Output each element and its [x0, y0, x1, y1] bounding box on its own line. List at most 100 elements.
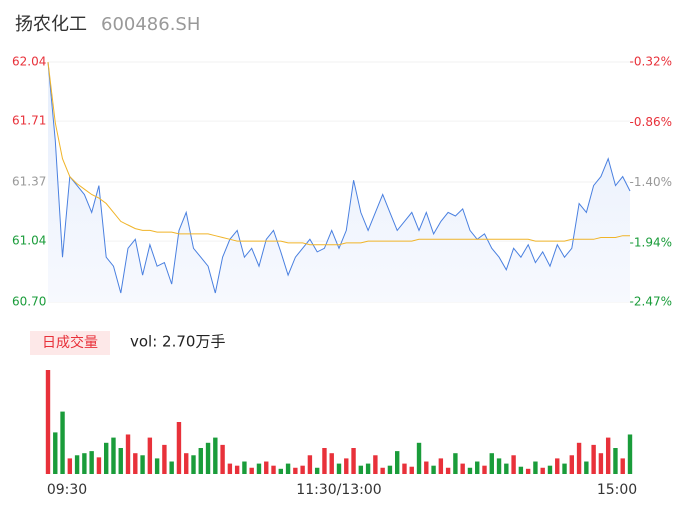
- volume-bar: [496, 458, 502, 474]
- volume-bar: [569, 455, 574, 474]
- volume-bar: [584, 461, 589, 474]
- volume-bar: [358, 465, 364, 474]
- volume-bar: [373, 455, 378, 474]
- volume-bar: [242, 461, 247, 474]
- x-tick-label: 09:30: [47, 482, 87, 498]
- price-area: [48, 62, 630, 302]
- volume-bar: [111, 437, 116, 474]
- y2-tick-label: -1.94%: [630, 235, 672, 249]
- volume-bar: [285, 463, 291, 474]
- volume-bar: [598, 453, 604, 474]
- volume-bar: [416, 442, 422, 474]
- volume-bar: [162, 444, 167, 474]
- volume-bar: [220, 444, 225, 474]
- volume-bar: [53, 432, 58, 474]
- volume-bar: [205, 442, 211, 474]
- volume-title: 日成交量: [42, 334, 98, 351]
- y-tick-label: 61.04: [12, 234, 46, 248]
- volume-bar: [533, 461, 538, 474]
- y-tick-label: 61.71: [12, 114, 46, 128]
- volume-bar: [89, 451, 94, 474]
- stock-code: 600486.SH: [101, 14, 200, 35]
- y2-tick-label: -1.40%: [630, 175, 672, 189]
- volume-bar: [424, 461, 429, 474]
- volume-bar: [96, 457, 102, 474]
- volume-bar: [314, 467, 320, 474]
- volume-bar: [365, 463, 371, 474]
- volume-bar: [264, 461, 269, 474]
- volume-bar: [198, 448, 203, 474]
- volume-bar: [133, 453, 138, 474]
- volume-bar: [540, 467, 545, 474]
- volume-bar: [118, 448, 123, 474]
- volume-bar: [322, 448, 327, 474]
- volume-bar: [227, 463, 233, 474]
- x-tick-label: 15:00: [597, 482, 637, 498]
- volume-bar: [278, 468, 283, 474]
- volume-bar: [627, 434, 633, 474]
- volume-bar: [387, 465, 393, 474]
- volume-bar: [45, 370, 51, 474]
- volume-bar: [504, 463, 509, 474]
- volume-bar: [191, 455, 196, 474]
- volume-bar: [256, 463, 262, 474]
- volume-bar: [445, 467, 451, 474]
- volume-annotation: vol: 2.70万手: [130, 333, 225, 351]
- x-tick-label: 11:30/13:00: [296, 482, 381, 498]
- volume-bar: [336, 463, 342, 474]
- volume-bar: [511, 455, 516, 474]
- volume-bar: [74, 455, 80, 474]
- volume-bar: [438, 458, 444, 474]
- volume-bar: [525, 468, 531, 474]
- volume-bar: [213, 437, 218, 474]
- volume-bar: [395, 451, 400, 474]
- y2-tick-label: -2.47%: [630, 295, 672, 309]
- volume-bar: [234, 465, 240, 474]
- volume-bar: [293, 467, 298, 474]
- volume-bar: [329, 453, 334, 474]
- volume-bar: [482, 465, 487, 474]
- volume-bar: [475, 461, 480, 474]
- volume-bar: [562, 463, 567, 474]
- volume-bar: [125, 434, 131, 474]
- volume-tag: [30, 331, 110, 355]
- volume-bar: [176, 422, 182, 474]
- volume-bar: [489, 453, 494, 474]
- volume-bar: [169, 461, 174, 474]
- stock-name: 扬农化工: [15, 14, 87, 35]
- volume-bar: [147, 437, 153, 474]
- volume-bar: [453, 453, 458, 474]
- volume-bar: [591, 444, 596, 474]
- y-tick-label: 61.37: [12, 175, 46, 189]
- volume-bar: [547, 465, 553, 474]
- volume-bar: [249, 467, 254, 474]
- volume-bar: [613, 448, 618, 474]
- volume-bar: [409, 466, 414, 474]
- volume-bar: [271, 465, 276, 474]
- volume-bar: [460, 463, 465, 474]
- volume-bar: [344, 458, 349, 474]
- volume-bar: [82, 453, 87, 474]
- volume-bar: [154, 458, 160, 474]
- volume-bar: [605, 437, 611, 474]
- y-tick-label: 60.70: [12, 295, 46, 309]
- volume-bar: [184, 453, 189, 474]
- volume-bar: [576, 442, 582, 474]
- volume-bar: [467, 467, 473, 474]
- volume-bar: [351, 448, 356, 474]
- volume-bar: [67, 458, 73, 474]
- average-line: [47, 61, 630, 246]
- volume-bar: [555, 458, 560, 474]
- volume-bar: [60, 411, 65, 474]
- volume-bar: [431, 465, 436, 474]
- price-line: [47, 61, 631, 294]
- volume-bar: [104, 442, 109, 474]
- volume-bar: [380, 467, 385, 474]
- y2-tick-label: -0.86%: [630, 115, 672, 129]
- y2-tick-label: -0.32%: [630, 55, 672, 69]
- volume-bar: [620, 458, 625, 474]
- volume-bar: [402, 463, 407, 474]
- volume-bar: [518, 466, 524, 474]
- y-tick-label: 62.04: [12, 55, 46, 69]
